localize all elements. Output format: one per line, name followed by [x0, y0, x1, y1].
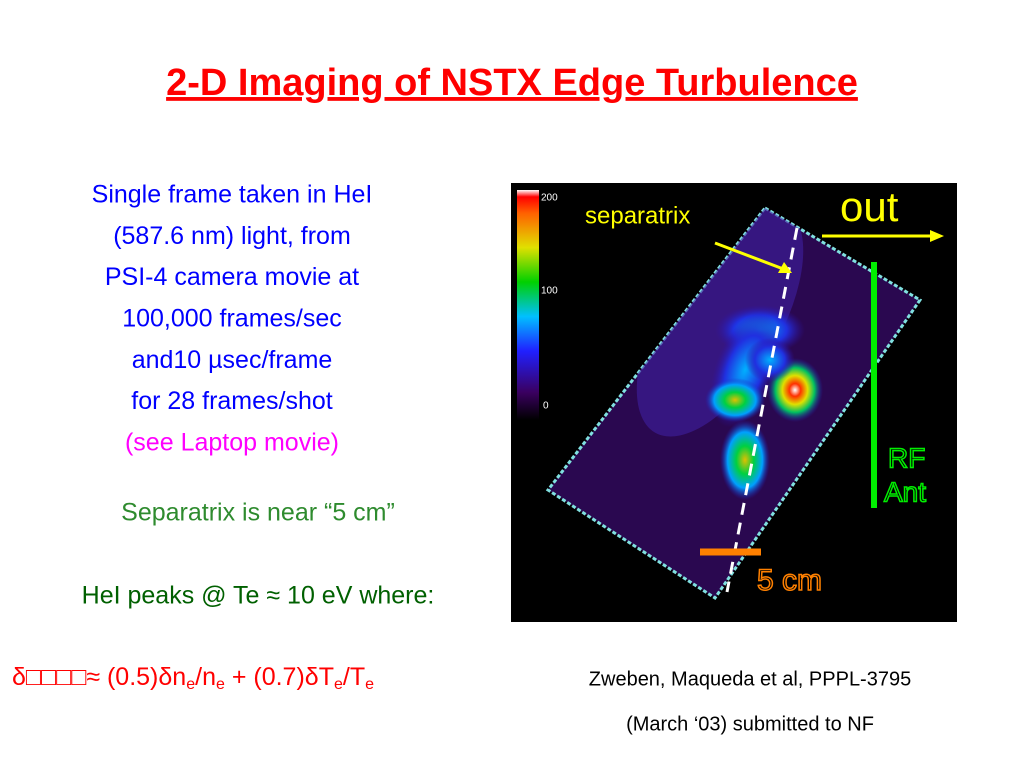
citation: (March ‘03) submitted to NF [626, 713, 874, 735]
colorbar [517, 190, 539, 420]
out-label: out [840, 183, 899, 230]
camera-image: 200 100 0 separatrix out RF Ant 5 cm [511, 183, 957, 622]
colorbar-label: 100 [541, 286, 558, 297]
formula-part: /T [343, 663, 365, 691]
citation: Zweben, Maqueda et al, PPPL-3795 [589, 668, 911, 690]
slide-title: 2-D Imaging of NSTX Edge Turbulence [166, 62, 858, 104]
peaks-note: HeI peaks @ Te ≈ 10 eV where: [82, 582, 435, 610]
colorbar-label: 0 [543, 401, 549, 412]
description-line: (587.6 nm) light, from [113, 222, 351, 250]
formula-part: /n [195, 663, 216, 691]
formula-part: δ□□□□≈ (0.5)δn [12, 663, 186, 691]
arrow-head [930, 230, 944, 242]
description-line: for 28 frames/shot [131, 387, 333, 415]
movie-link: (see Laptop movie) [125, 429, 339, 457]
antenna-label: RF [888, 442, 925, 473]
arrow-head [778, 262, 792, 273]
scale-label: 5 cm [757, 564, 822, 597]
antenna-label: Ant [884, 476, 926, 507]
description-line: Single frame taken in HeI [92, 181, 373, 209]
formula: δ□□□□≈ (0.5)δne/ne + (0.7)δTe/Te [12, 663, 374, 694]
formula-subscript: e [186, 676, 195, 693]
separatrix-label: separatrix [585, 202, 690, 229]
formula-subscript: e [334, 676, 343, 693]
separatrix-line [725, 227, 799, 593]
formula-subscript: e [216, 676, 225, 693]
description-line: 100,000 frames/sec [122, 305, 342, 333]
colorbar-label: 200 [541, 193, 558, 204]
separatrix-note: Separatrix is near “5 cm” [121, 499, 395, 527]
description-line: and10 µsec/frame [132, 346, 333, 374]
description: Single frame taken in HeI (587.6 nm) ligh… [92, 181, 373, 416]
formula-part: + (0.7)δT [225, 663, 334, 691]
formula-subscript: e [365, 676, 374, 693]
description-line: PSI-4 camera movie at [105, 263, 359, 291]
separatrix-arrow [714, 241, 787, 272]
